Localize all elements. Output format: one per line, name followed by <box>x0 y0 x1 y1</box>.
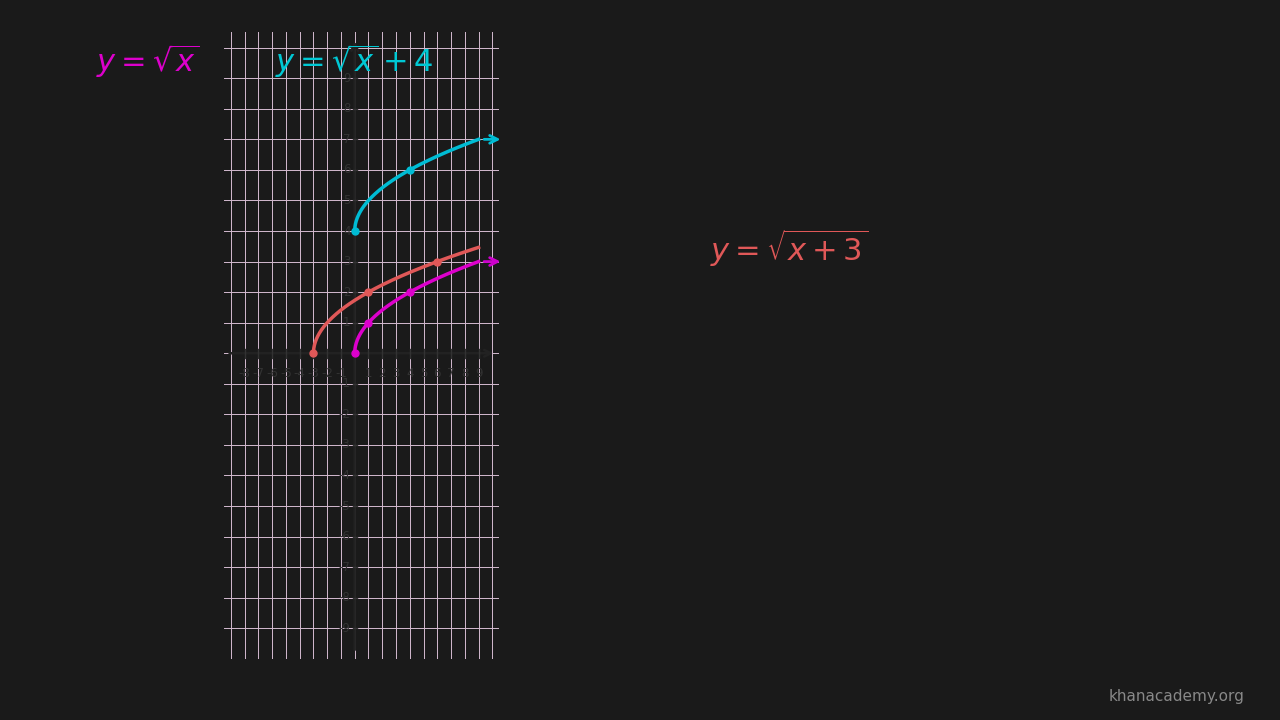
Text: 3: 3 <box>343 255 351 268</box>
Text: -3: -3 <box>339 438 351 451</box>
Text: 5: 5 <box>343 194 351 207</box>
Text: 8: 8 <box>461 367 468 380</box>
Text: -8: -8 <box>239 367 251 380</box>
Text: $y = \sqrt{x} + 4$: $y = \sqrt{x} + 4$ <box>275 42 434 80</box>
Text: 2: 2 <box>379 367 387 380</box>
Text: -8: -8 <box>339 591 351 604</box>
Text: 9: 9 <box>475 367 483 380</box>
Text: 2: 2 <box>343 286 351 299</box>
Text: -1: -1 <box>335 367 347 380</box>
Text: -4: -4 <box>339 469 351 482</box>
Text: -3: -3 <box>307 367 319 380</box>
Text: 8: 8 <box>343 102 351 115</box>
Text: -4: -4 <box>293 367 306 380</box>
Text: 5: 5 <box>420 367 428 380</box>
Text: -9: -9 <box>339 622 351 635</box>
Text: -2: -2 <box>321 367 333 380</box>
Text: 6: 6 <box>343 163 351 176</box>
Text: 4: 4 <box>406 367 413 380</box>
Text: 7: 7 <box>447 367 454 380</box>
Text: -7: -7 <box>339 561 351 574</box>
Text: 3: 3 <box>392 367 399 380</box>
Text: -2: -2 <box>339 408 351 421</box>
Text: 9: 9 <box>343 72 351 85</box>
Text: $y = \sqrt{x}$: $y = \sqrt{x}$ <box>96 42 200 80</box>
Text: $y = \sqrt{x+3}$: $y = \sqrt{x+3}$ <box>710 228 869 269</box>
Text: -1: -1 <box>339 377 351 390</box>
Text: 1: 1 <box>365 367 372 380</box>
Text: 7: 7 <box>343 133 351 146</box>
Text: -6: -6 <box>339 530 351 543</box>
Text: khanacademy.org: khanacademy.org <box>1108 689 1244 704</box>
Text: -5: -5 <box>339 500 351 513</box>
Text: 1: 1 <box>343 316 351 329</box>
Text: 6: 6 <box>434 367 442 380</box>
Text: -6: -6 <box>266 367 278 380</box>
Text: -7: -7 <box>252 367 265 380</box>
Text: -5: -5 <box>280 367 292 380</box>
Text: 4: 4 <box>343 225 351 238</box>
